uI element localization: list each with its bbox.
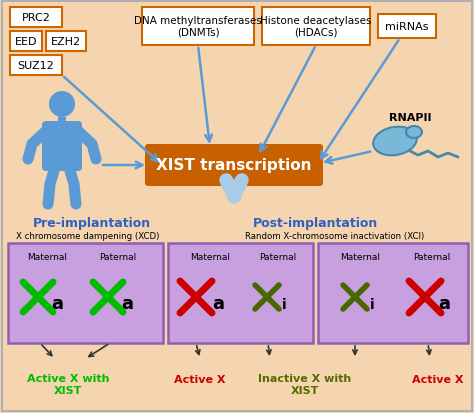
Text: Inactive X with
XIST: Inactive X with XIST [258, 373, 352, 395]
Text: i: i [370, 297, 374, 311]
Text: X chromosome dampening (XCD): X chromosome dampening (XCD) [16, 232, 160, 241]
FancyBboxPatch shape [262, 8, 370, 46]
Text: Paternal: Paternal [413, 253, 451, 262]
Circle shape [49, 92, 75, 118]
Text: Active X with
XIST: Active X with XIST [27, 373, 109, 395]
Text: a: a [121, 294, 133, 312]
Text: RNAPII: RNAPII [389, 113, 431, 123]
Text: Active X: Active X [174, 374, 226, 384]
Text: miRNAs: miRNAs [385, 22, 429, 32]
Text: a: a [51, 294, 63, 312]
FancyBboxPatch shape [318, 243, 468, 343]
FancyBboxPatch shape [145, 145, 323, 187]
FancyBboxPatch shape [10, 8, 62, 28]
FancyBboxPatch shape [378, 15, 436, 39]
Text: Maternal: Maternal [27, 253, 67, 262]
Text: Post-implantation: Post-implantation [254, 217, 379, 230]
Text: SUZ12: SUZ12 [18, 61, 55, 71]
Text: EED: EED [15, 37, 37, 47]
Text: DNA methyltransferases
(DNMTs): DNA methyltransferases (DNMTs) [134, 16, 262, 38]
Text: Maternal: Maternal [190, 253, 230, 262]
Text: Paternal: Paternal [259, 253, 297, 262]
Text: Maternal: Maternal [340, 253, 380, 262]
Ellipse shape [406, 127, 422, 139]
Text: EZH2: EZH2 [51, 37, 81, 47]
FancyBboxPatch shape [42, 122, 82, 171]
FancyBboxPatch shape [10, 56, 62, 76]
Text: Random X-chromosome inactivation (XCI): Random X-chromosome inactivation (XCI) [246, 232, 425, 241]
Text: Histone deacetylases
(HDACs): Histone deacetylases (HDACs) [260, 16, 372, 38]
Text: Paternal: Paternal [100, 253, 137, 262]
Text: Active X: Active X [412, 374, 464, 384]
FancyBboxPatch shape [8, 243, 163, 343]
FancyBboxPatch shape [46, 32, 86, 52]
Text: a: a [438, 294, 450, 312]
Text: XIST transcription: XIST transcription [156, 158, 312, 173]
Text: a: a [212, 294, 224, 312]
FancyBboxPatch shape [168, 243, 313, 343]
FancyBboxPatch shape [142, 8, 254, 46]
Ellipse shape [373, 127, 417, 156]
FancyBboxPatch shape [10, 32, 42, 52]
Text: PRC2: PRC2 [21, 13, 50, 23]
Text: i: i [282, 297, 286, 311]
Bar [58, 118, 66, 126]
Text: Pre-implantation: Pre-implantation [33, 217, 151, 230]
